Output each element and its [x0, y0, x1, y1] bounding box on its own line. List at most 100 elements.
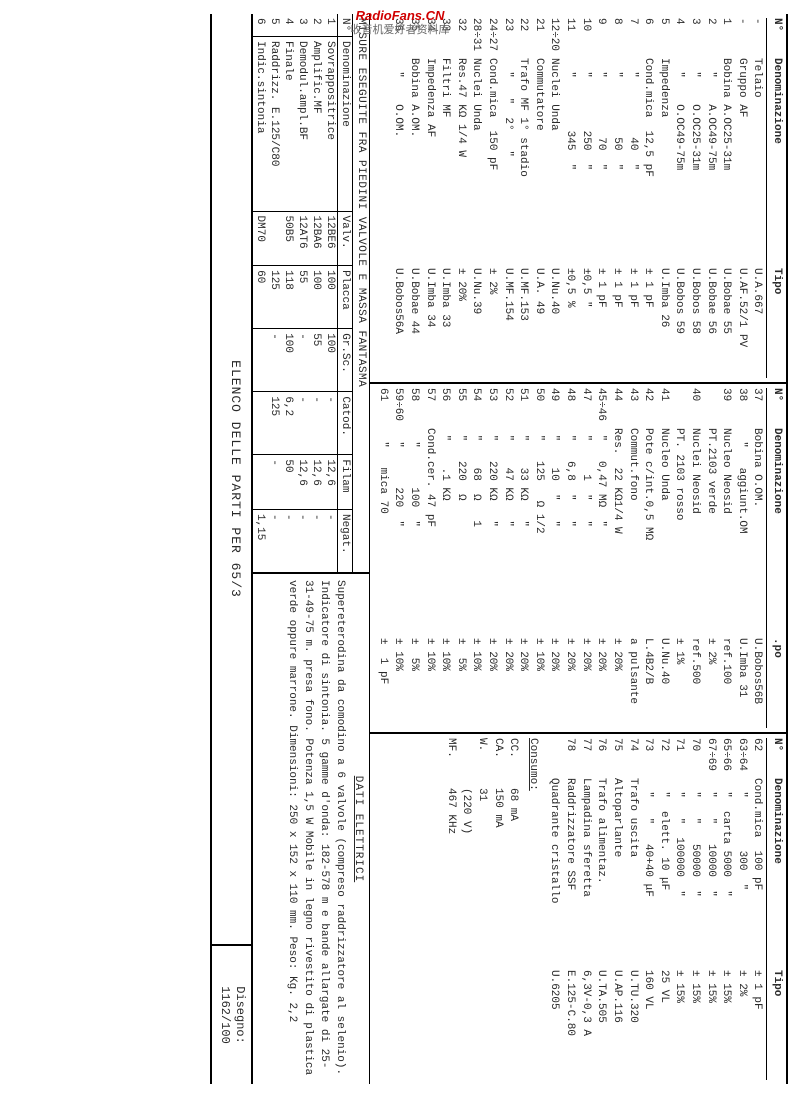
parts-row: 2 " A.OC49-75mU.Bobae 56 [702, 18, 718, 378]
parts-row: 34Impedenza AFU.Imba 34 [421, 18, 437, 378]
row-n: 12÷20 [546, 18, 562, 58]
row-tipo: E.125-C.80 [561, 970, 577, 1080]
consumo-row: MF.467 KHz [442, 738, 458, 1080]
row-tipo: ± 10% [530, 638, 546, 728]
measure-cell: 125 [267, 266, 281, 329]
parts-row: 67÷69 " " 10000 "± 15% [702, 738, 718, 1080]
row-n: 37 [749, 388, 765, 428]
hdr-den: Denominazione [768, 778, 784, 970]
measure-cell: 50 [281, 455, 295, 510]
row-tipo: U.MF.153 [515, 268, 531, 378]
consumo-label: MF. [442, 738, 458, 788]
measure-cell: Amplific.MF [309, 37, 323, 212]
parts-row: 61 " mica 70± 1 pF [374, 388, 390, 728]
row-den: Filtri MF [437, 58, 453, 268]
row-den: Impedenza AF [421, 58, 437, 268]
consumo-row: CA.150 mA [489, 738, 505, 1080]
row-den: " carta 5000 " [718, 778, 734, 970]
row-tipo: ± 10% [390, 638, 406, 728]
row-den: " O.OM. [390, 58, 406, 268]
consumo-value: 68 mA [505, 788, 521, 821]
parts-row: 43Commut.fonoa pulsante [624, 388, 640, 728]
parts-row: 49 " 10 " "± 20% [546, 388, 562, 728]
row-tipo: L.4B2/B [640, 638, 656, 728]
parts-row: 1Bobina A.OC25-31mU.Bobae 55 [718, 18, 734, 378]
measure-cell: - [323, 509, 338, 572]
parts-row: 58 " 100 "± 5% [405, 388, 421, 728]
col-header: N° Denominazione Tipo [766, 18, 784, 378]
measure-cell: 1,15 [253, 509, 267, 572]
measure-title: MISURE ESEGUITE FRA PIEDINI VALVOLE E MA… [352, 14, 369, 572]
drawing-label: Disegno: [232, 950, 248, 1080]
row-den: " 47 KΩ " [499, 428, 515, 638]
row-n: 59÷60 [390, 388, 406, 428]
row-tipo: ± 1% [671, 638, 687, 728]
row-n: 78 [561, 738, 577, 778]
parts-row: 12÷20Nuclei UndaU.Nu.40 [546, 18, 562, 378]
row-tipo: U.TA.505 [593, 970, 609, 1080]
measure-cell: 125 [267, 392, 281, 455]
measure-cell: 6 [253, 14, 267, 37]
row-tipo: a pulsante [624, 638, 640, 728]
row-n: 75 [608, 738, 624, 778]
row-n: 73 [640, 738, 656, 778]
measure-cell: - [309, 509, 323, 572]
row-den: " 250 " [577, 58, 593, 268]
row-n: 70 [686, 738, 702, 778]
row-den: " 33 KΩ " [515, 428, 531, 638]
parts-row: 28÷31Nuclei UndaU.Nu.39 [468, 18, 484, 378]
row-n: 5 [655, 18, 671, 58]
row-den: Res.47 KΩ 1/4 W [452, 58, 468, 268]
row-den: Trafo MF 1° stadio [515, 58, 531, 268]
row-tipo: ref.100 [718, 638, 734, 728]
measure-cell: 3 [295, 14, 309, 37]
parts-row: 53 " 220 KΩ "± 20% [483, 388, 499, 728]
row-n: 74 [624, 738, 640, 778]
parts-row: 74Trafo uscitaU.TU.320 [624, 738, 640, 1080]
measure-cell: 4 [281, 14, 295, 37]
row-n: 3 [686, 18, 702, 58]
parts-row: 21CommutatoreU.A. 49 [530, 18, 546, 378]
consumo-label: W. [473, 738, 489, 788]
measure-cell: 12,6 [309, 455, 323, 510]
parts-row: 24÷27Cond.mica 150 pF± 2% [483, 18, 499, 378]
measure-row: 4Finale50B51181006,250- [281, 14, 295, 572]
row-den: Pote c/int.0,5 MΩ [640, 428, 656, 638]
measure-cell: - [323, 392, 338, 455]
row-den: " " 2° " [499, 58, 515, 268]
measure-cell: - [309, 392, 323, 455]
measure-cell: 12,6 [323, 455, 338, 510]
parts-row: 5ImpedenzaU.Imba 26 [655, 18, 671, 378]
consumo-row: CC.68 mA [505, 738, 521, 1080]
parts-row: 9 " 70 "± 1 pF [593, 18, 609, 378]
row-den: " 70 " [593, 58, 609, 268]
parts-row: 45÷46 " 0,47 MΩ "± 20% [593, 388, 609, 728]
hdr-den: Denominazione [768, 58, 784, 268]
row-tipo: 25 VL [655, 970, 671, 1080]
parts-row: 76Trafo alimentaz.U.TA.505 [593, 738, 609, 1080]
row-den: Nucleo Unda [655, 428, 671, 638]
row-n: 51 [515, 388, 531, 428]
row-den: Nuclei Neosid [686, 428, 702, 638]
parts-row: 8 " 50 "± 1 pF [608, 18, 624, 378]
parts-row: 38 " aggiunt.OMU.Imba 31 [733, 388, 749, 728]
row-n: 8 [608, 18, 624, 58]
measure-cell: 100 [323, 266, 338, 329]
row-n: 9 [593, 18, 609, 58]
row-n: - [733, 18, 749, 58]
parts-row: 51 " 33 KΩ "± 20% [515, 388, 531, 728]
row-den: Telaio [749, 58, 765, 268]
hdr-n: N° [768, 738, 784, 778]
col-header: N° Denominazione Tipo [766, 738, 784, 1080]
row-n: 6 [640, 18, 656, 58]
row-den: Gruppo AF [733, 58, 749, 268]
row-den: " mica 70 [374, 428, 390, 638]
row-den: " 220 Ω [452, 428, 468, 638]
row-tipo: ± 20% [499, 638, 515, 728]
measure-cell: - [267, 329, 281, 392]
parts-row: 6Cond.mica 12,5 pF± 1 pF [640, 18, 656, 378]
row-n: 65÷66 [718, 738, 734, 778]
row-den: Impedenza [655, 58, 671, 268]
dati-text: Supereterodina da comodino a 6 valvole (… [283, 580, 347, 1078]
row-tipo: U.A. 49 [530, 268, 546, 378]
